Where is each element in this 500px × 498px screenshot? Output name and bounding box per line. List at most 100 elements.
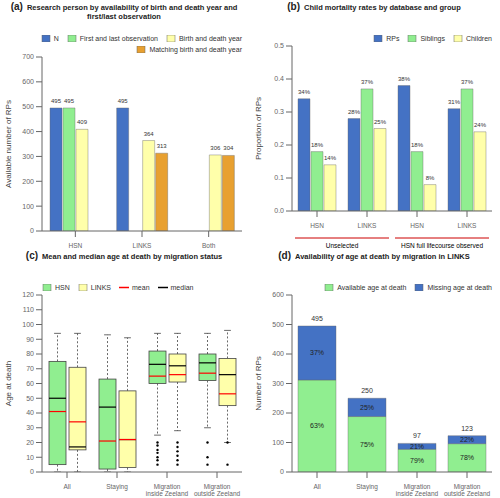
svg-text:364: 364 — [144, 131, 155, 137]
svg-text:0: 0 — [30, 468, 34, 475]
svg-text:31%: 31% — [448, 99, 461, 105]
svg-text:0.4: 0.4 — [274, 75, 284, 82]
svg-text:495: 495 — [118, 98, 129, 104]
svg-text:37%: 37% — [461, 79, 474, 85]
svg-text:Staying: Staying — [356, 483, 378, 491]
svg-text:304: 304 — [223, 145, 234, 151]
svg-text:600: 600 — [22, 78, 34, 85]
svg-text:123: 123 — [461, 425, 473, 432]
svg-text:600: 600 — [272, 291, 284, 298]
svg-text:70: 70 — [26, 365, 34, 372]
svg-text:0.0: 0.0 — [274, 207, 284, 214]
svg-text:21%: 21% — [410, 443, 424, 450]
svg-text:Number of RPs: Number of RPs — [254, 356, 263, 411]
svg-text:All: All — [63, 483, 71, 490]
svg-text:120: 120 — [22, 291, 34, 298]
svg-text:75%: 75% — [360, 441, 374, 448]
svg-text:97: 97 — [413, 432, 421, 439]
html-text:Birth and death year: Birth and death year — [179, 35, 242, 42]
svg-text:0.3: 0.3 — [274, 108, 284, 115]
svg-text:30: 30 — [26, 424, 34, 431]
svg-text:300: 300 — [272, 380, 284, 387]
svg-text:0.1: 0.1 — [274, 174, 284, 181]
svg-text:100: 100 — [272, 439, 284, 446]
svg-text:78%: 78% — [460, 454, 474, 461]
svg-text:110: 110 — [23, 306, 34, 313]
svg-text:LINKS: LINKS — [358, 222, 377, 229]
svg-text:300: 300 — [22, 153, 34, 160]
svg-text:Migrationoutside Zeeland: Migrationoutside Zeeland — [194, 483, 241, 498]
svg-text:28%: 28% — [348, 109, 361, 115]
svg-text:0: 0 — [30, 227, 34, 234]
svg-text:495: 495 — [311, 315, 323, 322]
svg-text:HSN full lifecourse observed: HSN full lifecourse observed — [401, 242, 483, 249]
svg-text:Available number of RPs: Available number of RPs — [8, 100, 13, 188]
svg-text:50: 50 — [26, 395, 34, 402]
svg-text:37%: 37% — [310, 349, 324, 356]
svg-text:495: 495 — [64, 98, 75, 104]
html-text:Child mortality rates by datab: Child mortality rates by database and gr… — [304, 3, 461, 12]
svg-text:100: 100 — [22, 321, 34, 328]
svg-text:22%: 22% — [460, 436, 474, 443]
svg-text:0: 0 — [280, 468, 284, 475]
svg-text:8%: 8% — [426, 175, 435, 181]
svg-text:18%: 18% — [311, 142, 324, 148]
svg-text:306: 306 — [210, 145, 221, 151]
svg-text:Migrationinside Zeeland: Migrationinside Zeeland — [396, 483, 439, 498]
svg-text:80: 80 — [26, 350, 34, 357]
svg-text:Unselected: Unselected — [326, 242, 359, 249]
svg-text:60: 60 — [26, 380, 34, 387]
svg-text:25%: 25% — [360, 404, 374, 411]
svg-text:500: 500 — [22, 103, 34, 110]
svg-text:24%: 24% — [474, 122, 487, 128]
html-text:First and last observation: First and last observation — [79, 35, 158, 42]
svg-text:Proportion of RPs: Proportion of RPs — [254, 97, 263, 160]
svg-text:400: 400 — [272, 350, 284, 357]
svg-text:200: 200 — [22, 178, 34, 185]
html-text:(c) Mean and median age at dea: (c) Mean and median age at death by migr… — [25, 250, 223, 261]
svg-text:700: 700 — [22, 53, 34, 60]
svg-text:200: 200 — [272, 409, 284, 416]
svg-text:409: 409 — [77, 119, 88, 125]
svg-text:40: 40 — [26, 409, 34, 416]
html-text:RPs: RPs — [386, 35, 400, 42]
svg-text:100: 100 — [22, 203, 34, 210]
svg-text:63%: 63% — [310, 422, 324, 429]
svg-text:37%: 37% — [361, 79, 374, 85]
html-text:Availability of age at death b: Availability of age at death by migratio… — [295, 252, 470, 261]
svg-text:Staying: Staying — [106, 483, 128, 491]
svg-text:14%: 14% — [324, 155, 337, 161]
svg-text:All: All — [313, 483, 321, 490]
svg-text:495: 495 — [51, 98, 62, 104]
html-text:(a) Research person by availab: (a) Research person by availability of b… — [10, 1, 238, 21]
svg-text:400: 400 — [22, 128, 34, 135]
svg-text:90: 90 — [26, 336, 34, 343]
svg-text:18%: 18% — [411, 142, 424, 148]
html-text:Children: Children — [465, 35, 492, 42]
svg-text:Migrationoutside Zeeland: Migrationoutside Zeeland — [444, 483, 491, 498]
svg-text:LINKS: LINKS — [458, 222, 477, 229]
html-text:Matching birth and death year: Matching birth and death year — [149, 46, 242, 53]
svg-text:HSN: HSN — [410, 222, 424, 229]
svg-text:250: 250 — [361, 387, 373, 394]
html-text:HSN: HSN — [55, 284, 70, 291]
svg-text:0.2: 0.2 — [274, 141, 284, 148]
svg-text:25%: 25% — [374, 119, 387, 125]
svg-text:LINKS: LINKS — [133, 242, 152, 249]
svg-text:Age at death: Age at death — [8, 361, 13, 406]
html-text:(b): (b) — [287, 1, 300, 12]
svg-text:38%: 38% — [398, 76, 411, 82]
svg-text:HSN: HSN — [310, 222, 324, 229]
svg-text:Both: Both — [202, 242, 216, 249]
svg-text:34%: 34% — [298, 89, 311, 95]
html-text:(d): (d) — [278, 250, 291, 261]
svg-text:313: 313 — [157, 143, 168, 149]
svg-text:79%: 79% — [410, 457, 424, 464]
svg-text:20: 20 — [26, 439, 34, 446]
html-text:Siblings: Siblings — [420, 35, 445, 42]
svg-text:Migrationinside Zeeland: Migrationinside Zeeland — [146, 483, 189, 498]
svg-text:10: 10 — [26, 454, 34, 461]
svg-text:0.5: 0.5 — [274, 42, 284, 49]
svg-text:HSN: HSN — [68, 242, 82, 249]
svg-text:500: 500 — [272, 321, 284, 328]
